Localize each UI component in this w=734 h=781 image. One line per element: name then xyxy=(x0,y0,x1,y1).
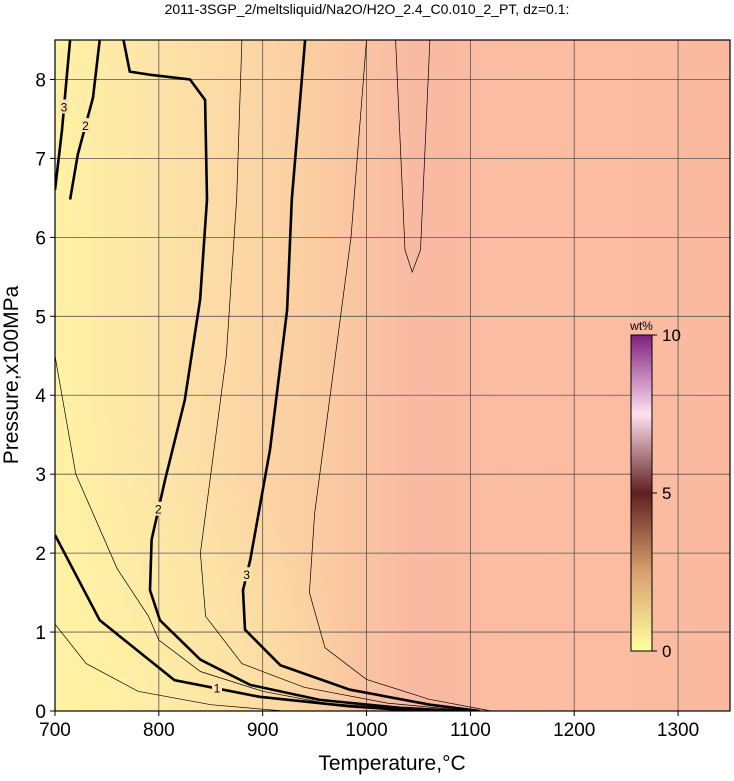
contour-label: 3 xyxy=(61,100,68,114)
contour-label-bg xyxy=(241,567,252,582)
colorbar xyxy=(630,334,653,652)
contour-line xyxy=(200,40,471,711)
plot-frame xyxy=(54,39,731,712)
x-axis-label: Temperature,°C xyxy=(318,752,465,775)
contour-label-bg xyxy=(212,680,222,695)
colorbar-label: wt% xyxy=(629,319,653,333)
contour-label-bg xyxy=(80,118,91,133)
contour-line xyxy=(55,623,284,711)
x-tick-label: 1100 xyxy=(450,720,491,741)
y-tick-label: 4 xyxy=(35,386,46,407)
x-tick-label: 800 xyxy=(143,720,175,741)
contour-label: 3 xyxy=(243,568,250,582)
colorbar-tick-label: 0 xyxy=(662,642,671,661)
contour-label: 2 xyxy=(155,503,162,517)
x-tick-label: 1000 xyxy=(345,720,387,741)
y-tick-label: 0 xyxy=(35,702,46,723)
x-tick-label: 1200 xyxy=(553,720,595,741)
y-tick-label: 5 xyxy=(35,307,46,328)
x-tick-label: 900 xyxy=(247,720,279,741)
contour-line xyxy=(395,40,431,274)
contour-field-shade xyxy=(55,40,730,711)
y-axis-label: Pressure,x100MPa xyxy=(0,285,23,464)
contour-label: 2 xyxy=(82,119,89,133)
colorbar-tick-label: 5 xyxy=(662,484,671,503)
y-tick-label: 6 xyxy=(35,228,46,249)
contour-label-bg xyxy=(58,99,69,114)
contour-line xyxy=(122,40,461,711)
contour-label-bg xyxy=(153,501,164,516)
y-tick-label: 3 xyxy=(35,465,46,486)
colorbar-tick-label: 10 xyxy=(662,326,681,345)
contour-label: 1 xyxy=(214,682,221,696)
chart-title: 2011-3SGP_2/meltsliquid/Na2O/H2O_2.4_C0.… xyxy=(165,1,570,17)
x-tick-label: 700 xyxy=(39,720,71,741)
y-tick-label: 8 xyxy=(35,70,46,91)
contour-line xyxy=(55,355,429,711)
contour-line xyxy=(309,40,492,711)
y-tick-label: 2 xyxy=(35,544,46,565)
y-tick-label: 1 xyxy=(35,623,46,644)
y-tick-label: 7 xyxy=(35,149,46,170)
x-tick-label: 1300 xyxy=(657,720,699,741)
